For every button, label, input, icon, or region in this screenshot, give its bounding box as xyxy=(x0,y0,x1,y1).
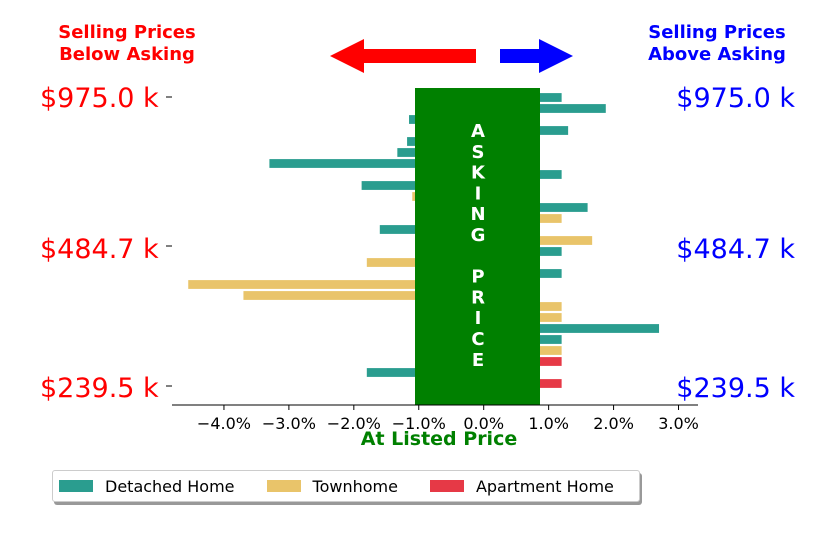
x-axis-label: At Listed Price xyxy=(361,428,517,450)
header-left-line2: Below Asking xyxy=(59,44,195,65)
x-tick-label-3: −1.0% xyxy=(392,414,446,433)
band-letter-7: P xyxy=(471,267,484,288)
band-letter-8: R xyxy=(471,287,485,308)
price-label-left-bottom: $239.5 k xyxy=(40,373,159,404)
legend-label-apartment: Apartment Home xyxy=(475,476,614,496)
asking-price-band xyxy=(415,88,540,405)
price-label-left-top: $975.0 k xyxy=(40,83,159,114)
price-label-right-bottom: $239.5 k xyxy=(676,373,795,404)
header-right-line1: Selling Prices xyxy=(648,22,785,43)
legend-label-townhome: Townhome xyxy=(312,476,398,496)
legend: Detached Home Townhome Apartment Home xyxy=(52,470,640,502)
bar-detached-6 xyxy=(269,159,540,168)
x-tick-label-7: 3.0% xyxy=(658,414,699,433)
x-tick-label-6: 2.0% xyxy=(593,414,634,433)
x-ticks-group: −4.0% −3.0% −2.0% −1.0% 0.0% 1.0% 2.0% 3.0% xyxy=(197,405,699,433)
price-label-right-middle: $484.7 k xyxy=(676,234,795,265)
x-tick-label-0: −4.0% xyxy=(197,414,251,433)
legend-item-detached: Detached Home xyxy=(59,477,235,496)
band-letter-11: E xyxy=(472,350,484,371)
arrow-left-icon xyxy=(330,39,476,73)
band-letter-2: K xyxy=(471,163,486,184)
arrow-right-icon xyxy=(500,39,573,73)
legend-item-apartment: Apartment Home xyxy=(429,476,614,496)
legend-swatch-detached xyxy=(59,480,93,492)
band-letter-0: A xyxy=(471,121,485,142)
legend-swatch-townhome xyxy=(266,480,301,492)
x-tick-label-4: 0.0% xyxy=(463,414,504,433)
price-label-left-middle: $484.7 k xyxy=(40,234,159,265)
price-label-right-top: $975.0 k xyxy=(676,83,795,114)
header-left-line1: Selling Prices xyxy=(58,22,195,43)
header-right-line2: Above Asking xyxy=(648,44,786,65)
band-letter-1: S xyxy=(472,142,485,163)
bar-townhome-17 xyxy=(188,280,541,289)
bar-townhome-18 xyxy=(243,291,540,300)
x-tick-label-5: 1.0% xyxy=(528,414,569,433)
band-letter-3: I xyxy=(475,183,482,204)
legend-item-townhome: Townhome xyxy=(266,476,398,496)
band-letter-5: G xyxy=(471,225,486,246)
band-letter-10: C xyxy=(471,329,484,350)
band-letter-9: I xyxy=(475,308,482,329)
x-tick-label-2: −2.0% xyxy=(327,414,381,433)
legend-label-detached: Detached Home xyxy=(105,476,235,496)
band-letter-4: N xyxy=(470,204,485,225)
legend-swatch-apartment xyxy=(429,480,464,492)
x-tick-label-1: −3.0% xyxy=(262,414,316,433)
